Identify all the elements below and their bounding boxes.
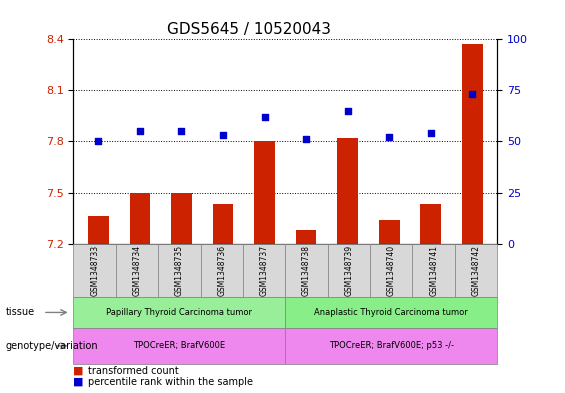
Text: ■: ■ [73,377,84,387]
Point [468,91,477,97]
Text: Papillary Thyroid Carcinoma tumor: Papillary Thyroid Carcinoma tumor [106,308,253,317]
Text: GDS5645 / 10520043: GDS5645 / 10520043 [167,22,331,37]
Text: GSM1348733: GSM1348733 [90,244,99,296]
Text: GSM1348736: GSM1348736 [218,244,226,296]
Bar [337,138,358,244]
Bar [171,193,192,244]
Point [260,114,269,120]
Bar [88,217,108,244]
Text: Anaplastic Thyroid Carcinoma tumor: Anaplastic Thyroid Carcinoma tumor [314,308,468,317]
Bar [462,44,483,244]
Point [177,128,186,134]
Text: GSM1348742: GSM1348742 [472,245,480,296]
Point [94,138,103,145]
Bar [379,220,399,244]
Text: GSM1348737: GSM1348737 [260,244,268,296]
Point [302,136,311,143]
Bar [295,230,316,244]
Text: GSM1348735: GSM1348735 [175,244,184,296]
Point [426,130,435,136]
Bar [254,141,275,244]
Text: GSM1348734: GSM1348734 [133,244,141,296]
Bar [420,204,441,244]
Text: GSM1348738: GSM1348738 [302,245,311,296]
Text: percentile rank within the sample: percentile rank within the sample [88,377,253,387]
Text: TPOCreER; BrafV600E: TPOCreER; BrafV600E [133,342,225,350]
Text: GSM1348739: GSM1348739 [345,244,353,296]
Text: GSM1348740: GSM1348740 [387,244,396,296]
Point [219,132,228,138]
Text: ■: ■ [73,366,84,376]
Point [343,108,352,114]
Bar [212,204,233,244]
Point [385,134,394,141]
Text: GSM1348741: GSM1348741 [429,245,438,296]
Text: TPOCreER; BrafV600E; p53 -/-: TPOCreER; BrafV600E; p53 -/- [329,342,454,350]
Point [136,128,145,134]
Bar [129,193,150,244]
Text: transformed count: transformed count [88,366,179,376]
Text: genotype/variation: genotype/variation [6,341,98,351]
Text: tissue: tissue [6,307,35,318]
